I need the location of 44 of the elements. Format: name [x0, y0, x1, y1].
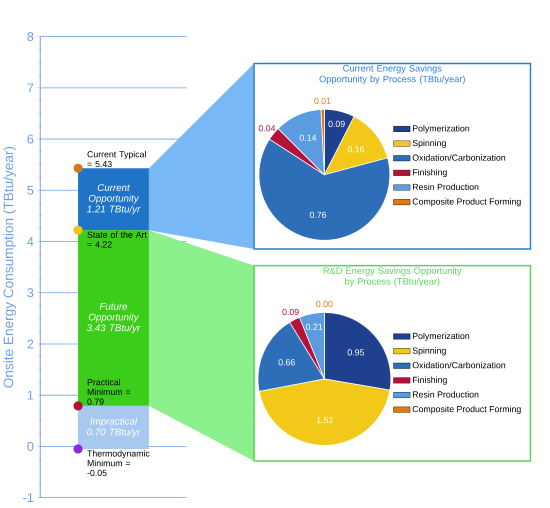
- y-tick-label: 8: [27, 32, 34, 42]
- y-tick-label: 4: [27, 237, 34, 246]
- y-tick-label: 7: [27, 84, 34, 92]
- data-label: 0.01: [314, 98, 331, 104]
- data-label: 0.95: [348, 349, 364, 356]
- band-label: Future Opportunity 3.43 TBtu/yr: [86, 303, 141, 334]
- legend-label: Composite Product Forming: [412, 406, 521, 414]
- y-tick-label: -1: [23, 493, 34, 502]
- annotation: Practical Minimum = 0.79: [87, 378, 130, 405]
- data-label: 0.09: [328, 120, 345, 128]
- data-label: 0.09: [282, 308, 299, 316]
- annotation: Thermodynamic Minimum = -0.05: [87, 450, 150, 476]
- y-tick-label: 1: [28, 390, 34, 400]
- text: 0.00: [316, 300, 333, 308]
- y-tick-label: 6: [27, 134, 34, 144]
- band-label: Impractical 0.70 TBtu/yr: [87, 418, 141, 438]
- legend-label: Polymerization: [412, 125, 470, 134]
- data-label: 0.04: [258, 125, 276, 132]
- legend-label: Resin Production: [412, 391, 478, 398]
- data-label: 0.16: [348, 146, 364, 152]
- legend-label: Resin Production: [412, 184, 478, 190]
- legend-label: Oxidation/Carbonization: [412, 362, 506, 368]
- legend-label: Finishing: [412, 169, 447, 178]
- y-tick-label: 5: [27, 186, 34, 195]
- y-tick-label: 2: [27, 340, 34, 348]
- legend-label: Spinning: [412, 140, 446, 148]
- data-label: 0.14: [300, 134, 316, 141]
- legend-label: Spinning: [412, 347, 446, 356]
- y-axis-title: Onsite Energy Consumption (TBtu/year): [3, 146, 16, 388]
- legend-label: Polymerization: [412, 332, 470, 341]
- y-tick-label: 3: [27, 288, 34, 298]
- text: R&D Energy Savings Opportunity by Process (TBtu/year): [324, 267, 462, 287]
- y-tick-label: 0: [27, 442, 34, 451]
- data-label: 0.76: [310, 212, 326, 218]
- annotation: Current Typical = 5.43: [87, 150, 146, 168]
- data-label: 0.21: [306, 324, 322, 330]
- band-label: Current Opportunity 1.21 TBtu/yr: [86, 184, 141, 214]
- legend-label: Composite Product Forming: [412, 198, 521, 206]
- legend-label: Finishing: [412, 376, 447, 385]
- data-label: 1.52: [316, 417, 333, 424]
- annotation: State of the Art = 4.22: [87, 231, 147, 248]
- text: Current Energy Savings Opportunity by Process (TBtu/year): [320, 64, 465, 84]
- legend-label: Oxidation/Carbonization: [412, 154, 506, 161]
- data-label: 0.66: [278, 359, 295, 366]
